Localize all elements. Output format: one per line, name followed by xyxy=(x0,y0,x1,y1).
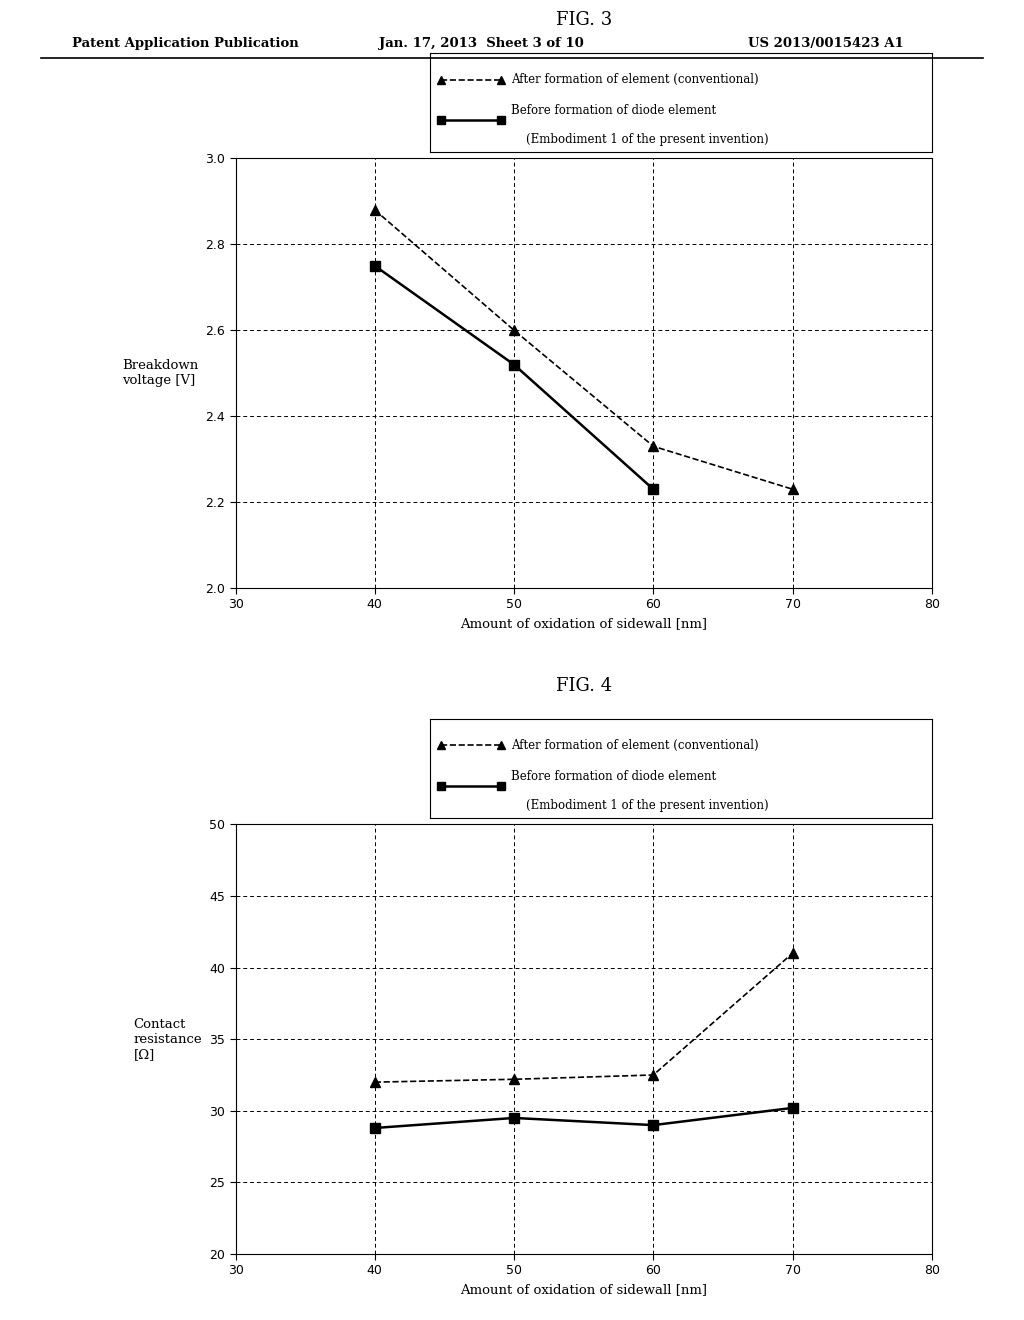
Text: Patent Application Publication: Patent Application Publication xyxy=(72,37,298,50)
Text: (Embodiment 1 of the present invention): (Embodiment 1 of the present invention) xyxy=(511,800,768,812)
X-axis label: Amount of oxidation of sidewall [nm]: Amount of oxidation of sidewall [nm] xyxy=(460,616,708,630)
X-axis label: Amount of oxidation of sidewall [nm]: Amount of oxidation of sidewall [nm] xyxy=(460,1283,708,1296)
Y-axis label: Breakdown
voltage [V]: Breakdown voltage [V] xyxy=(122,359,199,387)
Text: (Embodiment 1 of the present invention): (Embodiment 1 of the present invention) xyxy=(511,133,768,147)
Y-axis label: Contact
resistance
[Ω]: Contact resistance [Ω] xyxy=(133,1018,202,1061)
Text: Before formation of diode element: Before formation of diode element xyxy=(511,770,716,783)
Text: After formation of element (conventional): After formation of element (conventional… xyxy=(511,73,759,86)
Text: FIG. 4: FIG. 4 xyxy=(556,677,611,696)
Text: FIG. 3: FIG. 3 xyxy=(556,11,611,29)
Text: After formation of element (conventional): After formation of element (conventional… xyxy=(511,739,759,752)
Text: Jan. 17, 2013  Sheet 3 of 10: Jan. 17, 2013 Sheet 3 of 10 xyxy=(379,37,584,50)
Text: US 2013/0015423 A1: US 2013/0015423 A1 xyxy=(748,37,903,50)
Text: Before formation of diode element: Before formation of diode element xyxy=(511,104,716,116)
